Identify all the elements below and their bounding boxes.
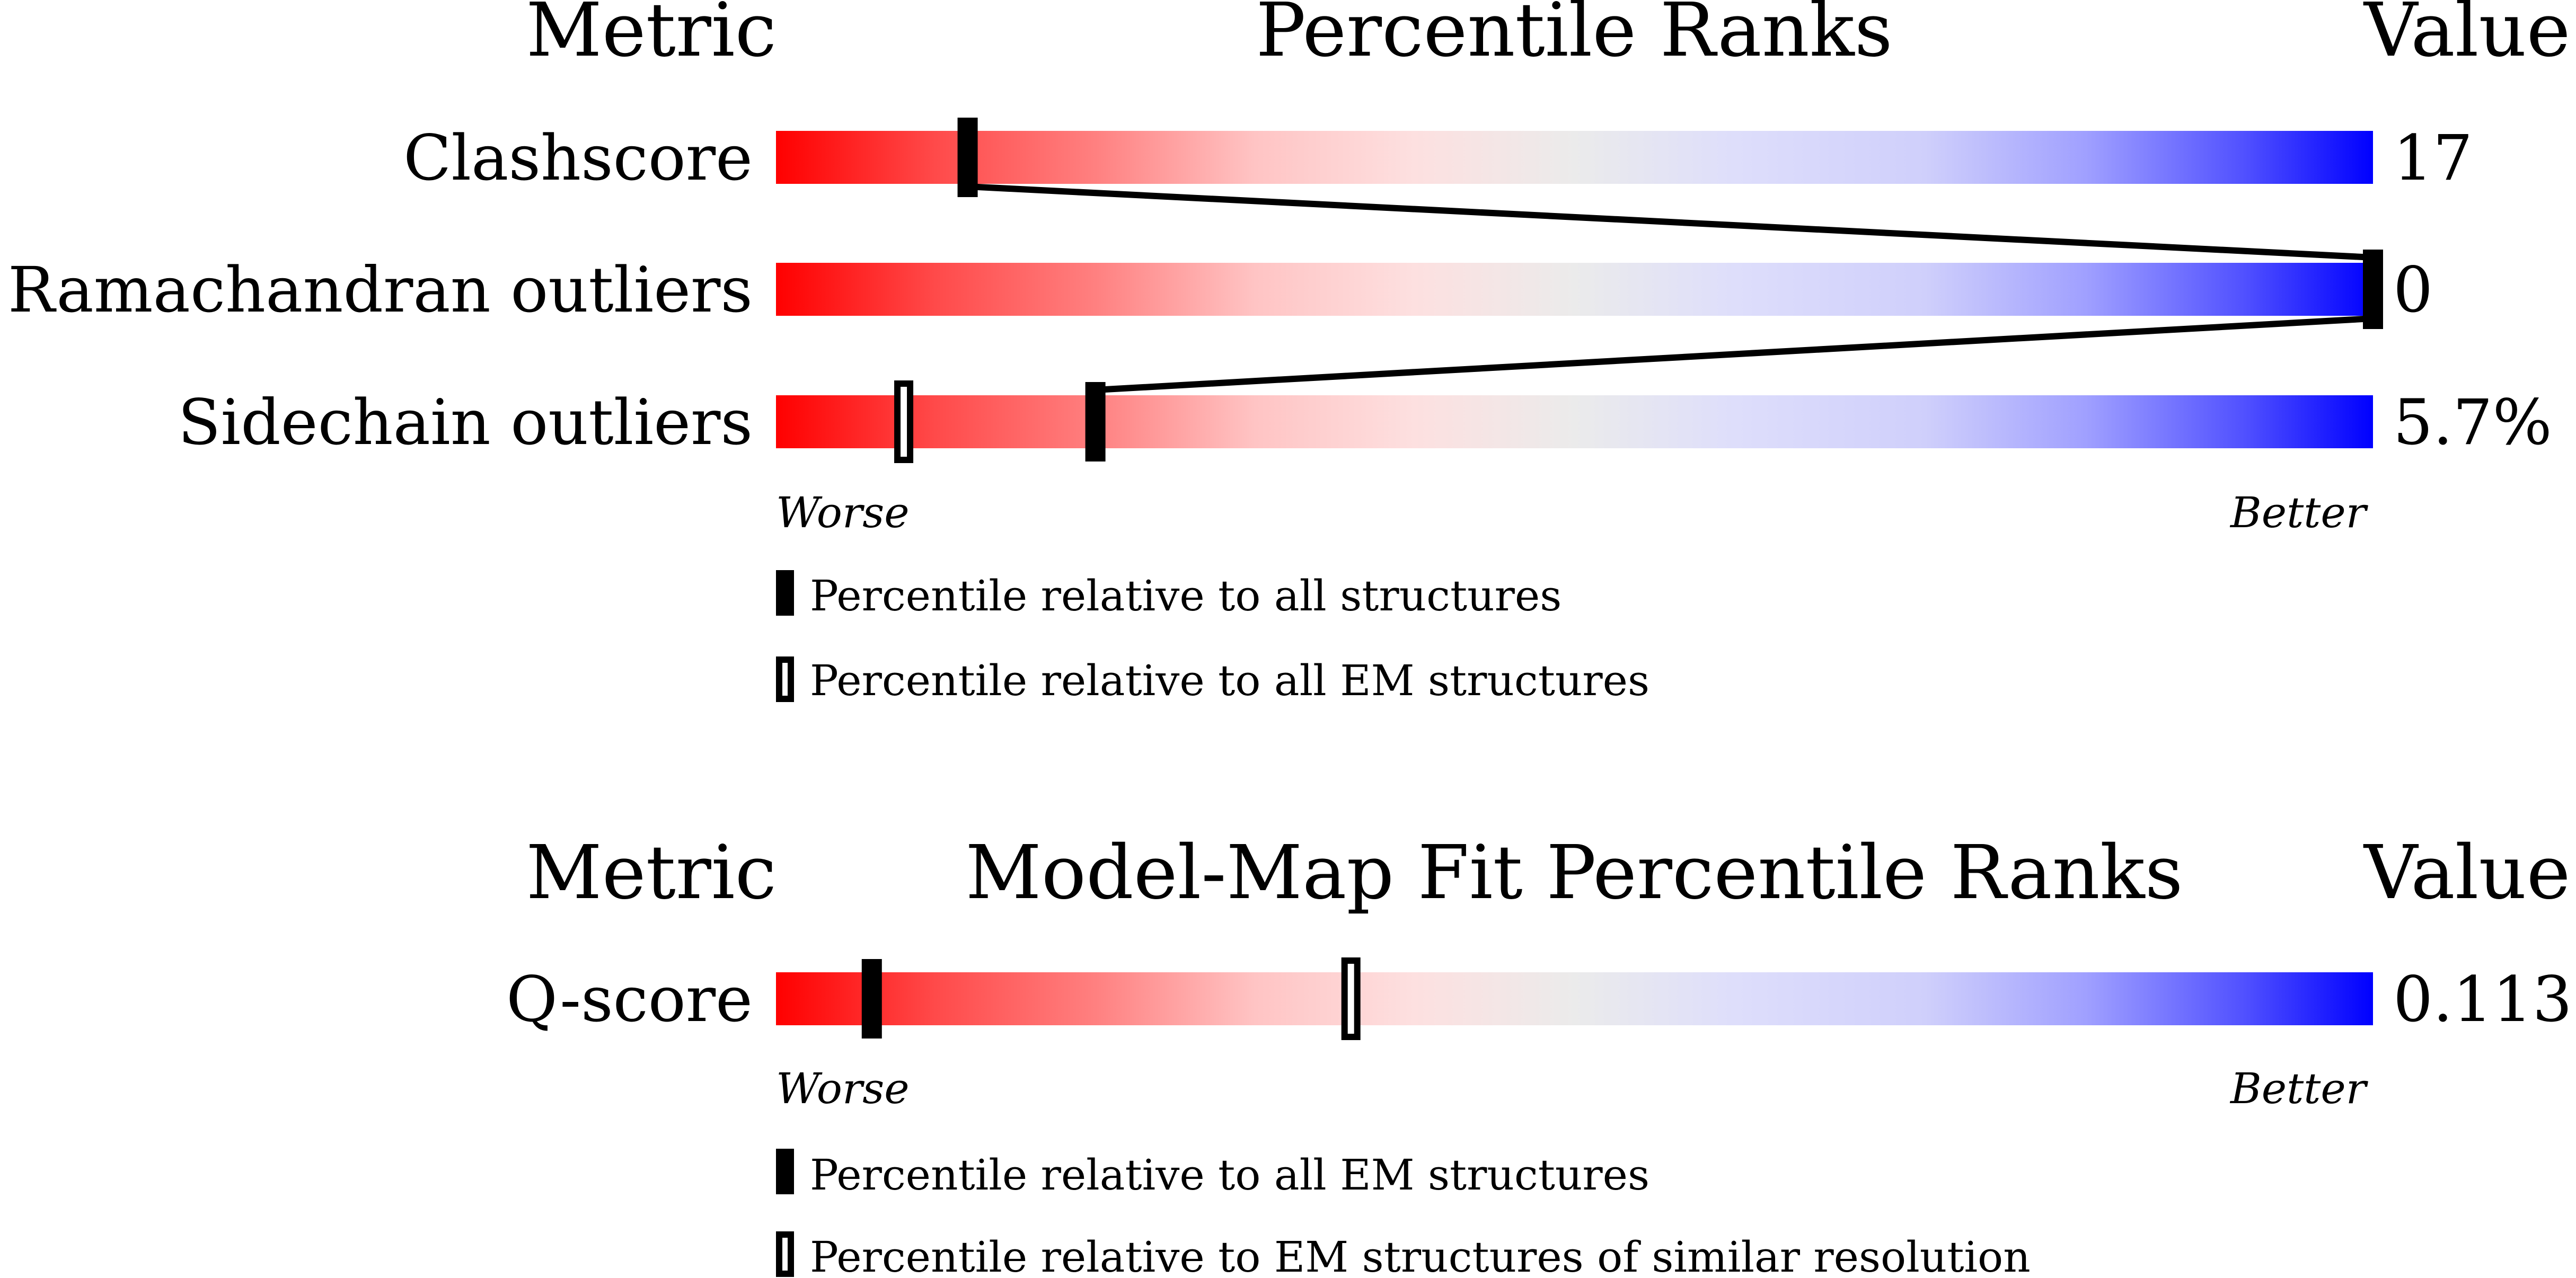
legend-hollow-marker-2 [776, 1231, 794, 1277]
hollow-percentile-marker [894, 380, 914, 463]
hollow-percentile-marker [1341, 957, 1361, 1040]
filled-percentile-marker [1085, 382, 1106, 462]
metric-value: 0.113 [2393, 963, 2572, 1036]
legend-filled-marker-2 [776, 1149, 794, 1194]
metric-value: 5.7% [2393, 386, 2552, 459]
metric-header: Metric [526, 0, 777, 74]
worse-label: Worse [776, 488, 910, 537]
legend-hollow-marker [776, 656, 794, 702]
connector-line [1095, 315, 2374, 393]
legend-hollow-text: Percentile relative to all EM structures [810, 656, 1649, 705]
metric-label: Q-score [506, 963, 753, 1036]
better-label: Better [2229, 488, 2369, 537]
legend-filled-text: Percentile relative to all structures [810, 571, 1562, 620]
value-header: Value [2363, 0, 2571, 74]
percentile-bar [776, 131, 2373, 184]
metric-label: Ramachandran outliers [8, 253, 753, 326]
metric-value: 17 [2393, 121, 2473, 194]
percentile-bar [776, 263, 2373, 316]
worse-label-2: Worse [776, 1064, 910, 1113]
chart-title-2: Model-Map Fit Percentile Ranks [965, 830, 2183, 916]
legend-filled-marker [776, 570, 794, 616]
percentile-bar [776, 972, 2373, 1025]
metric-header-2: Metric [526, 830, 777, 916]
legend-hollow-text-2: Percentile relative to EM structures of … [810, 1232, 2031, 1278]
filled-percentile-marker [861, 959, 882, 1039]
metric-value: 0 [2393, 253, 2433, 326]
percentile-bar [776, 395, 2373, 448]
metric-label: Clashscore [403, 121, 753, 194]
legend-filled-text-2: Percentile relative to all EM structures [810, 1150, 1649, 1200]
connector-line [967, 183, 2374, 261]
value-header-2: Value [2363, 830, 2571, 916]
metric-label: Sidechain outliers [178, 386, 753, 459]
chart-title: Percentile Ranks [1256, 0, 1892, 74]
better-label-2: Better [2229, 1064, 2369, 1113]
